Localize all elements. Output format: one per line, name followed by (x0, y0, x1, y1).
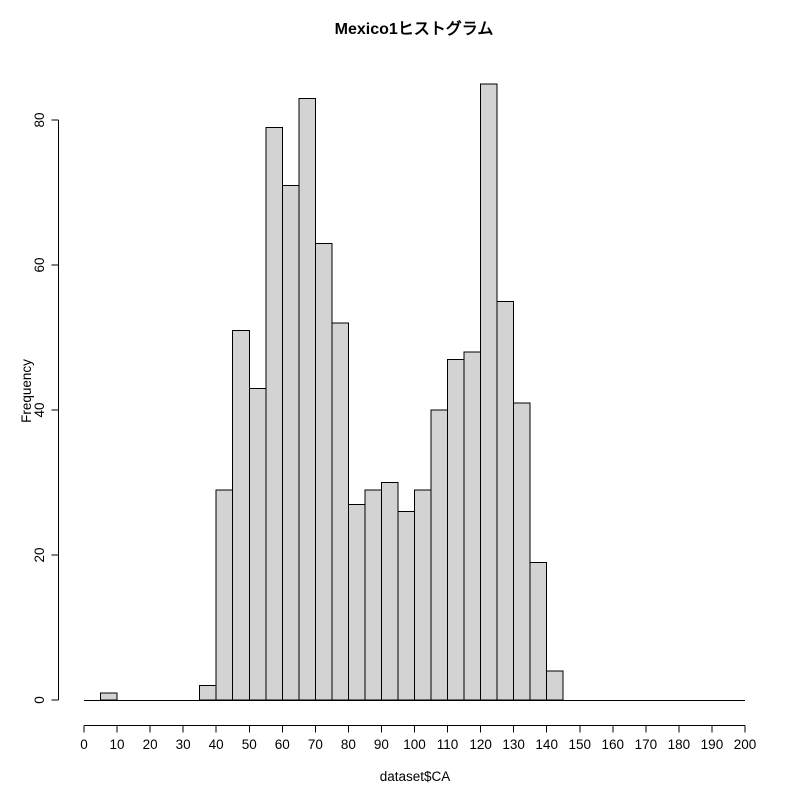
histogram-bar (496, 300, 515, 701)
x-tick-label: 90 (374, 737, 389, 752)
x-tick-label: 40 (209, 737, 224, 752)
histogram-bar (215, 489, 234, 701)
histogram-bar (430, 409, 449, 701)
x-tick-label: 110 (437, 737, 459, 752)
histogram-bar (480, 83, 498, 701)
x-tick-label: 160 (602, 737, 625, 752)
histogram-bar (529, 561, 548, 701)
histogram-bar (248, 387, 267, 701)
y-axis-label: Frequency (19, 359, 34, 423)
histogram-bar (513, 402, 531, 701)
histogram-bar (232, 329, 250, 701)
histogram-bar (397, 511, 416, 701)
y-tick-label: 20 (32, 547, 47, 562)
x-tick-label: 150 (568, 737, 591, 752)
histogram-bar (314, 242, 333, 701)
x-tick-label: 140 (535, 737, 558, 752)
histogram-bar (347, 503, 366, 701)
x-tick-label: 30 (176, 737, 191, 752)
x-tick-label: 200 (734, 737, 757, 752)
histogram-bar (380, 482, 399, 701)
histogram-bar (331, 322, 349, 701)
x-tick-label: 170 (635, 737, 658, 752)
x-tick-label: 80 (341, 737, 356, 752)
histogram-bar (281, 184, 300, 701)
x-axis-label: dataset$CA (380, 769, 451, 784)
x-tick-label: 180 (668, 737, 691, 752)
histogram-bar (199, 685, 217, 701)
y-tick-label: 80 (32, 112, 47, 127)
chart-title: Mexico1ヒストグラム (335, 19, 494, 38)
histogram-bar (546, 670, 564, 701)
y-tick-label: 40 (32, 402, 47, 417)
x-tick-label: 130 (502, 737, 525, 752)
y-tick-label: 60 (32, 257, 47, 272)
y-axis: 0 20 40 60 80 (32, 112, 59, 704)
histogram-bar (364, 489, 382, 701)
x-tick-label: 50 (242, 737, 257, 752)
x-tick-label: 10 (110, 737, 125, 752)
histogram-bar (463, 351, 482, 701)
histogram-bar (100, 692, 118, 701)
x-axis: 0 10 20 30 40 50 60 70 80 90 100 110 120 130 140 150 160… (80, 725, 757, 752)
histogram-bar (414, 489, 432, 701)
y-tick-label: 0 (32, 696, 47, 704)
histogram-bar (298, 97, 316, 701)
x-tick-label: 70 (308, 737, 323, 752)
x-tick-label: 0 (80, 737, 88, 752)
x-tick-label: 190 (701, 737, 724, 752)
histogram-bar (265, 126, 283, 701)
histogram-bar (447, 358, 465, 701)
x-tick-label: 60 (275, 737, 290, 752)
bars-group (84, 83, 745, 701)
x-tick-label: 20 (143, 737, 158, 752)
x-tick-label: 120 (469, 737, 492, 752)
x-tick-label: 100 (403, 737, 426, 752)
